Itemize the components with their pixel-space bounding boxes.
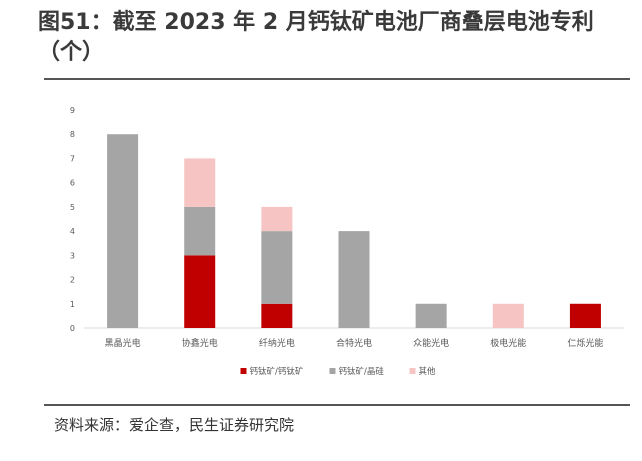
bar-segment — [261, 206, 293, 232]
bar-segment — [492, 303, 524, 328]
y-tick-label: 5 — [70, 203, 75, 212]
bar-segment — [569, 303, 601, 328]
source-note: 资料来源：爱企查，民生证券研究院 — [54, 416, 295, 434]
x-tick-label: 黑晶光电 — [105, 337, 141, 349]
y-tick-label: 7 — [70, 154, 75, 163]
bar-segment — [184, 206, 216, 256]
bottom-rule — [44, 404, 630, 406]
legend-label: 钙钛矿/钙钛矿 — [250, 366, 304, 377]
bar-segment — [261, 231, 293, 304]
legend-label: 其他 — [419, 366, 437, 377]
y-tick-label: 3 — [70, 251, 75, 260]
y-tick-label: 1 — [70, 300, 75, 309]
x-tick-label: 极电光能 — [490, 337, 526, 349]
x-tick-label: 仁烁光能 — [567, 337, 603, 349]
bar-segment — [415, 303, 447, 328]
legend-label: 钙钛矿/晶硅 — [339, 366, 385, 377]
bar-segment — [338, 231, 370, 328]
legend-swatch — [329, 368, 336, 374]
bar-segment — [261, 303, 293, 328]
bar-segment — [184, 255, 216, 328]
bar-chart: 0 1 2 3 4 5 6 7 8 9 黑晶光电 协鑫光电 纤纳光电 合特光电 众能光电 极电光能 仁烁光能钙钛… — [70, 106, 624, 377]
legend-swatch — [240, 368, 247, 374]
legend-swatch — [409, 368, 416, 374]
y-tick-label: 0 — [70, 324, 75, 333]
x-tick-label: 协鑫光电 — [182, 337, 218, 349]
y-tick-label: 6 — [70, 179, 75, 188]
chart-area: 0 1 2 3 4 5 6 7 8 9 黑晶光电 协鑫光电 纤纳光电 合特光电 众能光电 极电光能 仁烁光能钙钛… — [44, 88, 630, 396]
top-rule — [44, 78, 630, 80]
chart-title: 图51：截至 2023 年 2 月钙钛矿电池厂商叠层电池专利（个） — [38, 10, 594, 65]
x-tick-label: 纤纳光电 — [259, 337, 295, 349]
x-tick-label: 合特光电 — [336, 337, 372, 349]
y-tick-label: 9 — [70, 106, 75, 115]
y-tick-label: 2 — [70, 276, 75, 285]
bar-segment — [107, 134, 139, 328]
x-tick-label: 众能光电 — [413, 337, 449, 349]
bar-segment — [184, 158, 216, 207]
y-tick-label: 4 — [70, 227, 75, 236]
y-tick-label: 8 — [70, 130, 75, 139]
